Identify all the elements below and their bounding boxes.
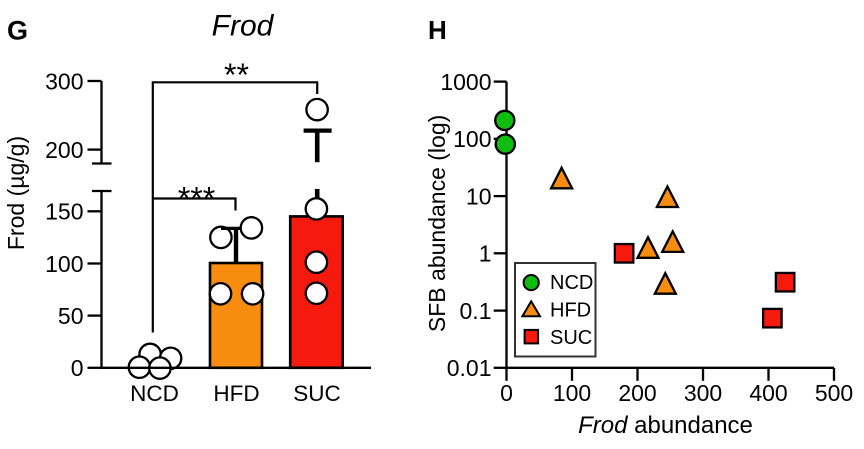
svg-text:50: 50 <box>58 303 84 329</box>
svg-text:**: ** <box>224 57 249 93</box>
svg-text:500: 500 <box>815 380 853 406</box>
svg-text:NCD: NCD <box>130 381 179 406</box>
svg-text:Frod abundance: Frod abundance <box>578 412 753 439</box>
svg-text:200: 200 <box>618 380 656 406</box>
svg-text:300: 300 <box>684 380 722 406</box>
svg-text:NCD: NCD <box>550 272 593 294</box>
svg-text:400: 400 <box>749 380 787 406</box>
svg-text:Frod (µg/g): Frod (µg/g) <box>3 136 29 250</box>
svg-text:H: H <box>428 15 447 45</box>
svg-text:HFD: HFD <box>213 381 259 406</box>
svg-text:200: 200 <box>45 137 83 163</box>
svg-text:SFB abundance (log): SFB abundance (log) <box>424 115 450 332</box>
svg-text:0: 0 <box>71 355 84 381</box>
svg-text:SUC: SUC <box>550 327 592 349</box>
svg-text:Frod: Frod <box>212 10 275 43</box>
svg-text:HFD: HFD <box>550 299 591 321</box>
svg-text:0: 0 <box>500 380 513 406</box>
svg-text:150: 150 <box>45 199 83 225</box>
svg-text:100: 100 <box>553 380 591 406</box>
svg-text:100: 100 <box>453 126 491 152</box>
svg-text:G: G <box>7 16 28 46</box>
svg-text:***: *** <box>178 181 215 217</box>
svg-text:1: 1 <box>479 241 492 267</box>
svg-text:0.1: 0.1 <box>460 298 492 324</box>
svg-text:1000: 1000 <box>440 69 491 95</box>
svg-text:10: 10 <box>466 184 492 210</box>
svg-text:100: 100 <box>45 251 83 277</box>
svg-text:SUC: SUC <box>293 381 341 406</box>
svg-text:300: 300 <box>45 68 83 94</box>
svg-text:0.01: 0.01 <box>447 355 492 381</box>
